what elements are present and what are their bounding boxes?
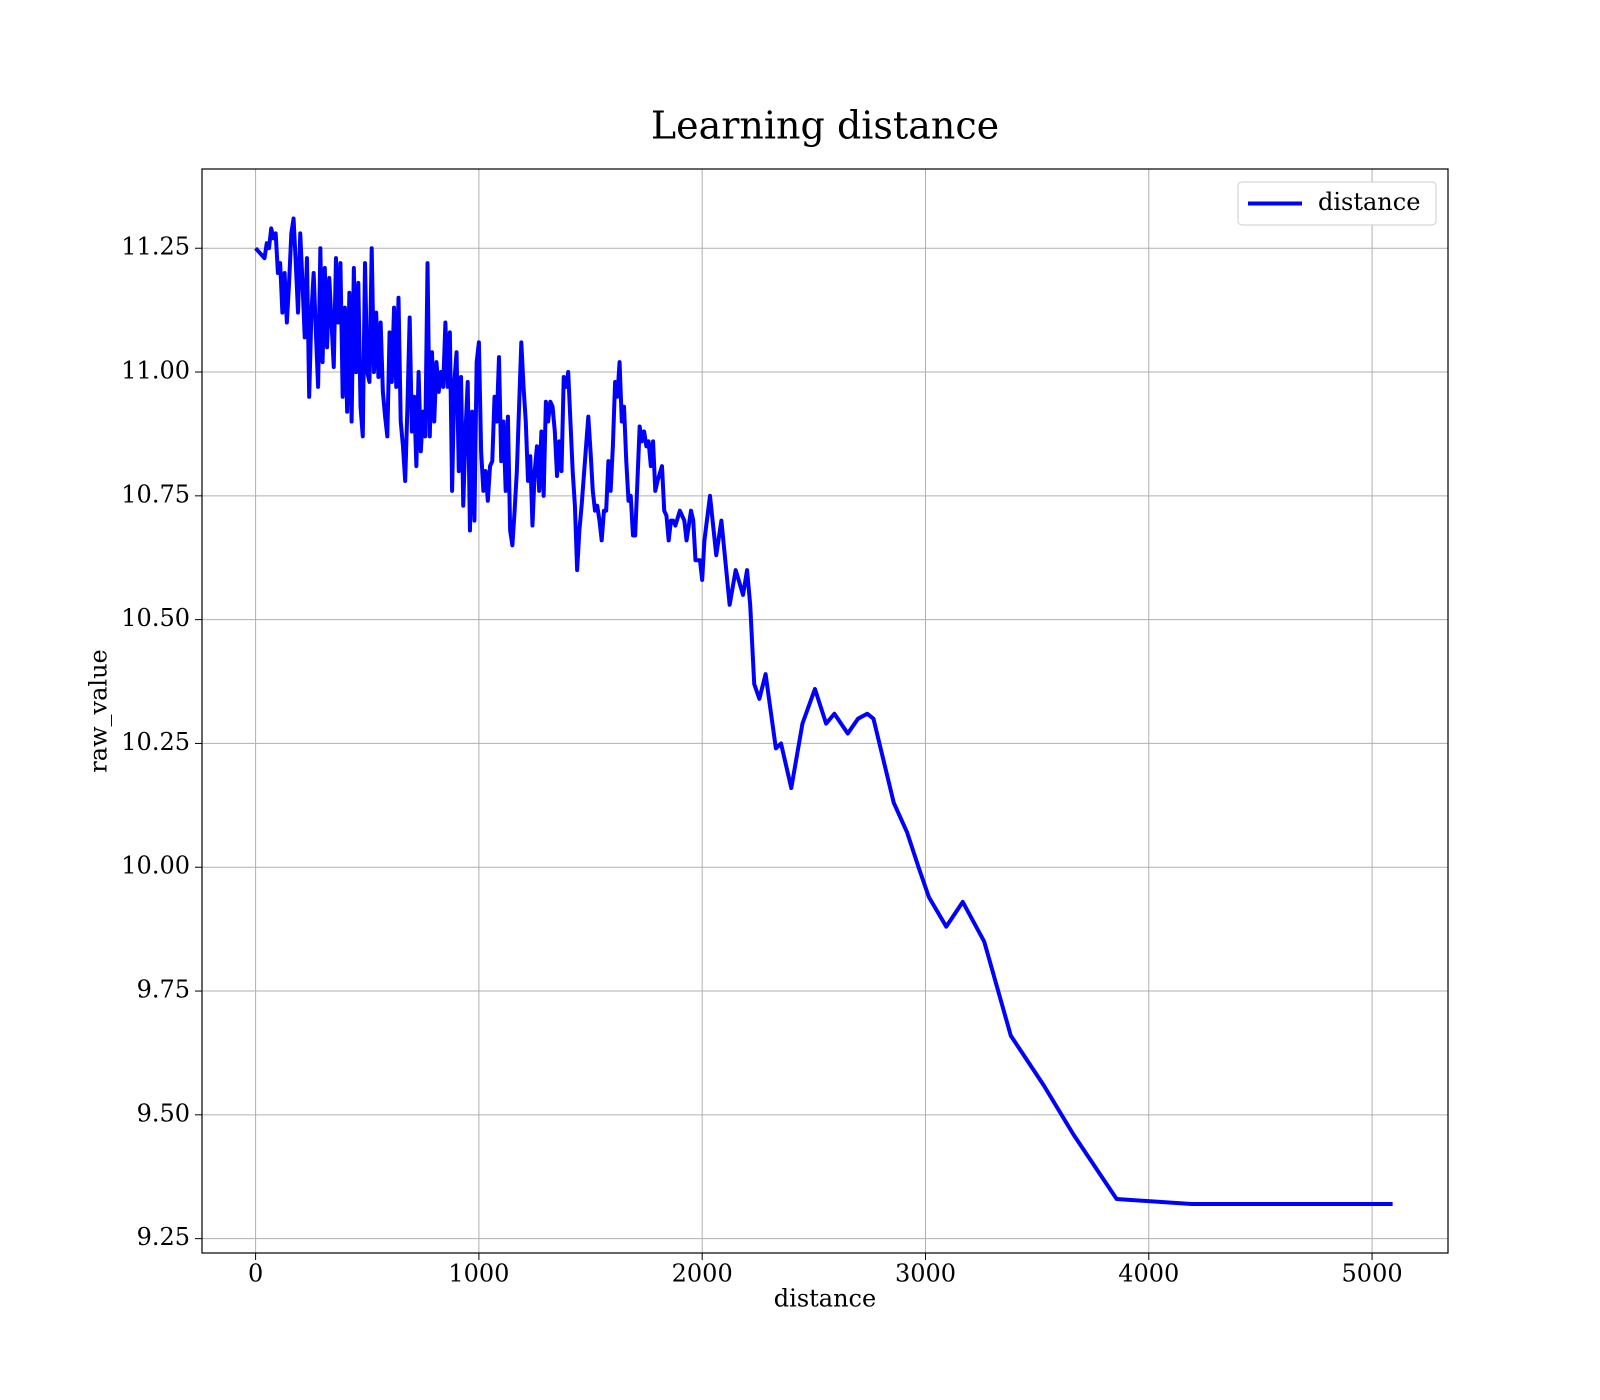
legend-label: distance xyxy=(1318,188,1420,216)
y-tick-label: 10.50 xyxy=(121,604,190,632)
y-tick-label: 10.25 xyxy=(121,728,190,756)
x-tick-label: 0 xyxy=(248,1260,263,1288)
y-tick-label: 11.00 xyxy=(121,357,190,385)
y-tick-label: 10.00 xyxy=(121,852,190,880)
x-tick-label: 4000 xyxy=(1118,1260,1179,1288)
chart-title: Learning distance xyxy=(651,104,999,148)
y-tick-label: 9.50 xyxy=(137,1099,190,1127)
y-tick-label: 9.75 xyxy=(137,976,190,1004)
x-tick-label: 3000 xyxy=(895,1260,956,1288)
x-tick-label: 5000 xyxy=(1342,1260,1403,1288)
x-axis-label: distance xyxy=(774,1285,876,1313)
legend-box xyxy=(1237,181,1437,226)
plot-frame xyxy=(201,168,1449,1254)
y-tick-label: 10.75 xyxy=(121,480,190,508)
y-tick-label: 9.25 xyxy=(137,1223,190,1251)
y-axis-label: raw_value xyxy=(85,649,113,773)
x-tick-label: 2000 xyxy=(672,1260,733,1288)
x-tick-label: 1000 xyxy=(448,1260,509,1288)
data-line xyxy=(254,216,1393,1206)
y-tick-label: 11.25 xyxy=(121,233,190,261)
